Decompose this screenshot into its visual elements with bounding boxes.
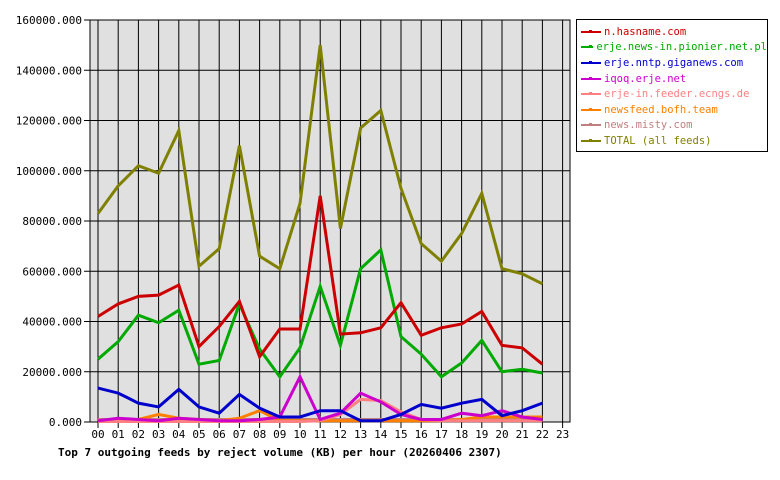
legend-label: erje.news-in.pionier.net.pl bbox=[596, 41, 767, 54]
y-tick-label: 20000.000 bbox=[22, 366, 82, 379]
y-tick-label: 40000.000 bbox=[22, 316, 82, 329]
legend-label: erje.nntp.giganews.com bbox=[604, 56, 744, 69]
x-tick-label: 13 bbox=[354, 428, 367, 441]
legend-label: news.misty.com bbox=[604, 119, 693, 132]
x-tick-label: 12 bbox=[334, 428, 347, 441]
x-tick-label: 23 bbox=[556, 428, 569, 441]
legend-item: TOTAL (all feeds) bbox=[581, 133, 767, 149]
series-line bbox=[97, 386, 543, 423]
legend-label: n.hasname.com bbox=[604, 25, 687, 38]
series-line bbox=[97, 373, 543, 423]
legend-swatch-icon bbox=[581, 29, 601, 33]
y-tick-label: 160000.000 bbox=[16, 14, 82, 27]
legend-item: newsfeed.bofh.team bbox=[581, 102, 767, 118]
legend-swatch-icon bbox=[581, 107, 601, 111]
legend-swatch-icon bbox=[581, 60, 601, 64]
y-tick-label: 80000.000 bbox=[22, 215, 82, 228]
x-tick-label: 15 bbox=[394, 428, 407, 441]
legend-swatch-icon bbox=[581, 123, 601, 127]
legend-label: newsfeed.bofh.team bbox=[604, 103, 718, 116]
legend-label: TOTAL (all feeds) bbox=[604, 134, 712, 147]
legend-swatch-icon bbox=[581, 76, 601, 80]
x-tick-label: 03 bbox=[152, 428, 165, 441]
x-tick-label: 09 bbox=[273, 428, 286, 441]
x-tick-label: 05 bbox=[192, 428, 205, 441]
x-tick-label: 17 bbox=[435, 428, 448, 441]
x-tick-label: 10 bbox=[293, 428, 306, 441]
x-tick-label: 18 bbox=[455, 428, 468, 441]
y-axis: 0.000 20000.000 40000.000 60000.000 80000.00… bbox=[16, 14, 90, 429]
legend-swatch-icon bbox=[581, 92, 601, 96]
legend-item: n.hasname.com bbox=[581, 24, 767, 40]
y-tick-label: 60000.000 bbox=[22, 265, 82, 278]
x-tick-label: 04 bbox=[172, 428, 186, 441]
x-axis: 00 01 02 03 04 05 06 07 08 09 10 11 12 13 14 15 16 17 18 19… bbox=[91, 422, 569, 441]
x-tick-label: 22 bbox=[536, 428, 549, 441]
x-tick-label: 16 bbox=[415, 428, 428, 441]
chart-title: Top 7 outgoing feeds by reject volume (K… bbox=[58, 446, 502, 459]
legend-label: erje-in.feeder.ecngs.de bbox=[604, 88, 750, 101]
x-tick-label: 11 bbox=[314, 428, 327, 441]
legend-item: news.misty.com bbox=[581, 118, 767, 134]
legend-swatch-icon bbox=[581, 45, 594, 49]
x-tick-label: 21 bbox=[516, 428, 529, 441]
series-line bbox=[97, 247, 543, 380]
x-tick-label: 06 bbox=[213, 428, 226, 441]
series-lines bbox=[96, 44, 544, 423]
series-line bbox=[96, 44, 544, 286]
legend-item: erje.nntp.giganews.com bbox=[581, 55, 767, 71]
y-tick-label: 120000.000 bbox=[16, 115, 82, 128]
series-line bbox=[97, 195, 544, 366]
x-tick-label: 14 bbox=[374, 428, 388, 441]
y-tick-label: 0.000 bbox=[49, 416, 82, 429]
legend-item: iqoq.erje.net bbox=[581, 71, 767, 87]
x-tick-label: 20 bbox=[495, 428, 508, 441]
x-tick-label: 07 bbox=[233, 428, 246, 441]
legend-item: erje.news-in.pionier.net.pl bbox=[581, 40, 767, 56]
x-tick-label: 08 bbox=[253, 428, 266, 441]
legend-label: iqoq.erje.net bbox=[604, 72, 687, 85]
y-tick-label: 100000.000 bbox=[16, 165, 82, 178]
legend-swatch-icon bbox=[581, 138, 601, 142]
legend: n.hasname.com erje.news-in.pionier.net.pl… bbox=[576, 19, 768, 152]
y-tick-label: 140000.000 bbox=[16, 64, 82, 77]
x-tick-label: 01 bbox=[112, 428, 125, 441]
x-tick-label: 00 bbox=[91, 428, 104, 441]
x-tick-label: 02 bbox=[132, 428, 145, 441]
legend-item: erje-in.feeder.ecngs.de bbox=[581, 86, 767, 102]
x-tick-label: 19 bbox=[475, 428, 488, 441]
